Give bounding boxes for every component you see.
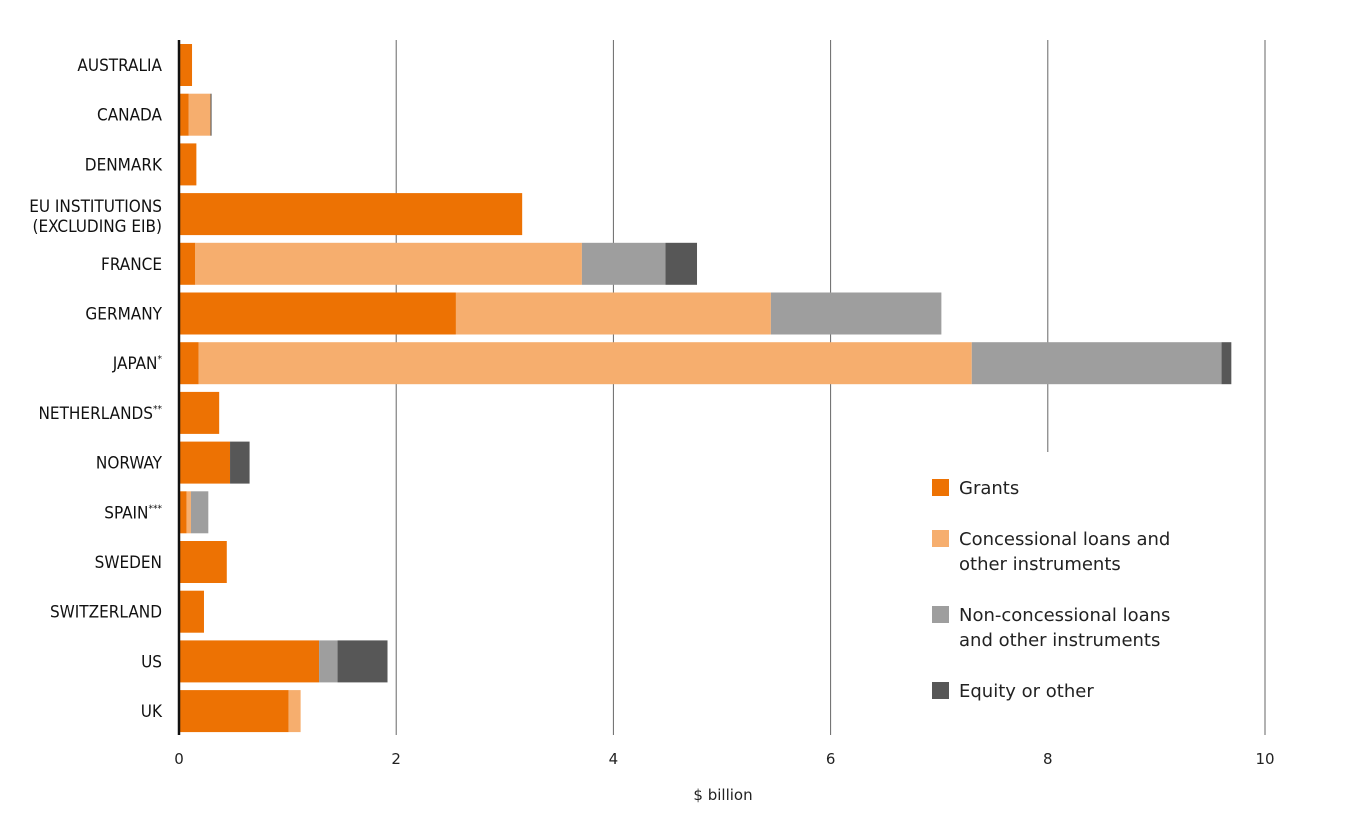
- legend-swatch: [932, 479, 949, 496]
- bar-segment: [319, 640, 338, 683]
- bar-segment: [179, 44, 193, 86]
- category-label: SPAIN***: [104, 503, 162, 523]
- bar-segment: [179, 590, 204, 633]
- category-label: NETHERLANDS**: [38, 404, 162, 424]
- bar-segment: [179, 491, 187, 534]
- gridlines: [395, 40, 1266, 735]
- category-label: FRANCE: [101, 255, 162, 275]
- legend-label: Non-concessional loans: [959, 605, 1170, 626]
- legend-label: other instruments: [959, 554, 1121, 575]
- legend: Grants Concessional loans and other instru…: [932, 478, 1170, 702]
- category-label: AUSTRALIA: [77, 56, 162, 76]
- x-axis-label: $ billion: [693, 786, 752, 804]
- category-label: NORWAY: [96, 454, 163, 474]
- bar-segment: [179, 541, 227, 583]
- legend-swatch: [932, 606, 949, 623]
- legend-swatch: [932, 530, 949, 547]
- bar-segment: [179, 441, 231, 484]
- x-tick-label: 4: [609, 750, 619, 768]
- bar-segment: [770, 292, 942, 335]
- x-tick-label: 2: [391, 750, 401, 768]
- bar-segment: [288, 690, 301, 733]
- bar-segment: [581, 242, 666, 285]
- bar-segment: [179, 93, 189, 136]
- footnote-marker: *: [158, 354, 163, 365]
- bar-segment: [195, 242, 582, 285]
- category-label: UK: [141, 702, 163, 722]
- legend-label: Equity or other: [959, 681, 1094, 702]
- bar-segment: [1221, 342, 1232, 385]
- category-label: CANADA: [97, 106, 163, 126]
- bar-segment: [179, 143, 197, 186]
- bar-segment: [179, 690, 289, 733]
- x-tick-label: 8: [1043, 750, 1053, 768]
- x-tick-label: 6: [826, 750, 836, 768]
- bar-segment: [179, 193, 523, 236]
- bar-segment: [188, 93, 211, 136]
- bar-segment: [210, 93, 212, 136]
- x-tick-label: 10: [1255, 750, 1274, 768]
- x-tick-label: 0: [174, 750, 184, 768]
- category-label: US: [141, 652, 162, 672]
- bar-segment: [230, 441, 250, 484]
- category-label: GERMANY: [85, 305, 162, 325]
- bar-segment: [179, 640, 320, 683]
- bars: [179, 44, 1232, 733]
- bar-segment: [971, 342, 1222, 385]
- category-label: JAPAN*: [112, 354, 163, 374]
- legend-label: Concessional loans and: [959, 529, 1170, 550]
- footnote-marker: **: [153, 404, 162, 415]
- x-tick-labels: 0 2 4 6 8 10: [174, 750, 1274, 768]
- bar-segment: [198, 342, 972, 385]
- category-label: EU INSTITUTIONS: [29, 197, 162, 217]
- bar-segment: [179, 292, 456, 335]
- bar-segment: [179, 391, 220, 434]
- footnote-marker: ***: [149, 503, 163, 514]
- category-label: SWITZERLAND: [50, 603, 162, 623]
- bar-segment: [665, 242, 698, 285]
- bar-segment: [455, 292, 771, 335]
- legend-swatch: [932, 682, 949, 699]
- category-label: DENMARK: [85, 155, 163, 175]
- category-sublabel: (EXCLUDING EIB): [33, 217, 162, 237]
- category-labels: AUSTRALIA CANADA DENMARK EU INSTITUTIONS(EX…: [29, 56, 163, 722]
- legend-label: Grants: [959, 478, 1019, 499]
- bar-segment: [179, 342, 199, 385]
- bar-segment: [190, 491, 209, 534]
- bar-segment: [337, 640, 388, 683]
- bar-segment: [179, 242, 196, 285]
- legend-label: and other instruments: [959, 630, 1160, 651]
- bar-segment: [186, 491, 191, 534]
- category-label: SWEDEN: [95, 553, 162, 573]
